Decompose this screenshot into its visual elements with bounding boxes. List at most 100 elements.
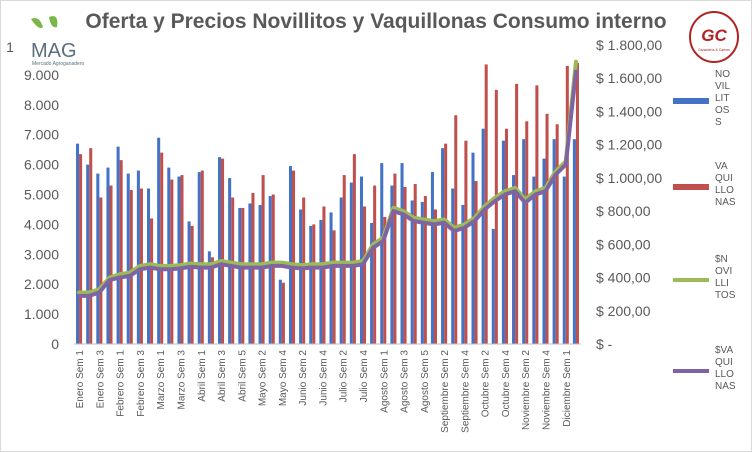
bar-vaquillonas xyxy=(271,194,275,344)
bar-vaquillonas xyxy=(342,175,346,344)
bar-vaquillonas xyxy=(79,154,83,344)
y-left-tick-label: 2.000 xyxy=(24,276,59,292)
x-tick-label: Marzo Sem 1 xyxy=(156,350,167,410)
x-tick-label: Octubre Sem 4 xyxy=(501,350,512,418)
bar-vaquillonas xyxy=(302,197,306,344)
x-tick-label: Julio Sem 2 xyxy=(339,350,350,403)
gc-logo-name: GC xyxy=(701,26,727,45)
y-right-tick-label: $ 1.400,00 xyxy=(596,103,662,119)
bar-novillitos xyxy=(217,157,222,345)
y-right-tick-label: $ 1.800,00 xyxy=(596,37,662,53)
legend-label: QUI xyxy=(715,173,733,184)
bar-vaquillonas xyxy=(89,148,93,344)
x-tick-label: Noviembre Sem 4 xyxy=(542,350,553,430)
x-tick-label: Septiembre Sem 4 xyxy=(460,350,471,433)
bar-vaquillonas xyxy=(231,197,235,344)
legend-swatch xyxy=(673,98,709,104)
y-axis-left: 0 1.000 2.000 3.000 4.000 5.000 6.000 7.000 8.00… xyxy=(6,39,59,352)
bar-vaquillonas xyxy=(160,152,164,344)
legend-label: $VA xyxy=(715,345,733,356)
y-right-tick-label: $ - xyxy=(596,336,613,352)
bar-vaquillonas xyxy=(373,185,377,344)
y-right-tick-label: $ 800,00 xyxy=(596,203,651,219)
mag-logo-tagline: Mercado Agroganadero xyxy=(32,61,84,67)
bar-novillitos xyxy=(512,175,516,344)
bar-vaquillonas xyxy=(555,124,559,345)
legend-swatch xyxy=(673,184,709,190)
bar-novillitos xyxy=(410,200,414,344)
y-right-tick-label: $ 1.600,00 xyxy=(596,70,662,86)
y-left-tick-label: 6.000 xyxy=(24,157,59,173)
bar-vaquillonas xyxy=(352,154,356,344)
x-tick-label: Junio Sem 2 xyxy=(298,350,309,406)
bar-vaquillonas xyxy=(129,190,133,344)
legend-label: LIT xyxy=(715,93,729,104)
x-tick-label: Abril Sem 1 xyxy=(197,350,208,402)
bar-vaquillonas xyxy=(515,83,519,345)
y-left-tick-label: 5.000 xyxy=(24,187,59,203)
bar-novillitos xyxy=(430,172,434,344)
bar-novillitos xyxy=(167,167,171,344)
bar-vaquillonas xyxy=(322,206,326,344)
bar-novillitos xyxy=(177,176,181,344)
x-tick-label: Junio Sem 4 xyxy=(318,350,329,406)
bar-vaquillonas xyxy=(292,170,296,344)
y-left-tick-label-partial: 1 xyxy=(6,39,14,55)
bar-novillitos xyxy=(197,172,201,344)
bar-vaquillonas xyxy=(190,225,194,344)
bar-vaquillonas xyxy=(312,224,316,344)
x-tick-label: Septiembre Sem 2 xyxy=(440,350,451,433)
legend-label: LLO xyxy=(715,369,734,380)
x-axis: Enero Sem 1 Enero Sem 3 Febrero Sem 1 Febre… xyxy=(75,350,573,433)
y-left-tick-label: 0 xyxy=(51,336,59,352)
x-tick-label: Agosto Sem 5 xyxy=(420,350,431,413)
legend-label: LLO xyxy=(715,185,734,196)
x-tick-label: Abril Sem 3 xyxy=(217,350,228,402)
line-price-novillitos xyxy=(77,59,578,295)
bar-vaquillonas xyxy=(545,113,549,345)
bar-vaquillonas xyxy=(180,175,184,344)
legend-label: NAS xyxy=(715,381,736,392)
bar-vaquillonas xyxy=(565,65,569,345)
y-right-tick-label: $ 400,00 xyxy=(596,270,651,286)
bar-novillitos xyxy=(309,225,313,344)
gc-logo: GC Ganadería & Carnes xyxy=(689,11,739,63)
bar-vaquillonas xyxy=(474,181,478,344)
legend: NOVILLITOSSVAQUILLONAS$NOVILLITOS$VAQUIL… xyxy=(673,69,736,392)
x-tick-label: Mayo Sem 2 xyxy=(258,350,269,407)
bar-novillitos xyxy=(207,251,211,344)
bar-vaquillonas xyxy=(464,140,468,344)
bar-novillitos xyxy=(552,139,556,344)
x-tick-label: Febrero Sem 3 xyxy=(136,350,147,417)
bar-novillitos xyxy=(522,139,526,344)
bar-novillitos xyxy=(157,137,161,344)
bar-vaquillonas xyxy=(494,89,498,344)
bar-novillitos xyxy=(501,140,505,344)
bar-novillitos xyxy=(258,204,262,344)
x-tick-label: Mayo Sem 4 xyxy=(278,350,289,407)
bar-novillitos xyxy=(86,164,90,344)
bar-novillitos xyxy=(329,212,333,344)
x-tick-label: Enero Sem 3 xyxy=(95,350,106,409)
bar-vaquillonas xyxy=(504,128,508,344)
mag-leaf-left-icon xyxy=(31,18,43,28)
bar-vaquillonas xyxy=(393,173,397,344)
bar-vaquillonas xyxy=(150,218,154,344)
bar-novillitos xyxy=(248,203,252,344)
bar-novillitos xyxy=(400,163,404,344)
bar-vaquillonas xyxy=(119,160,123,344)
bar-novillitos xyxy=(370,222,374,344)
lines-layer xyxy=(77,59,578,298)
mag-logo-name: MAG xyxy=(31,40,77,62)
mag-leaf-right-icon xyxy=(49,16,58,28)
bar-novillitos xyxy=(187,221,191,344)
y-left-tick-label: 1.000 xyxy=(24,306,59,322)
y-left-tick-label: 3.000 xyxy=(24,246,59,262)
bar-novillitos xyxy=(106,167,110,344)
bar-novillitos xyxy=(390,185,394,344)
bar-novillitos xyxy=(471,152,475,344)
bar-novillitos xyxy=(420,201,424,344)
legend-label: NAS xyxy=(715,197,736,208)
y-left-tick-label: 9.000 xyxy=(24,67,59,83)
